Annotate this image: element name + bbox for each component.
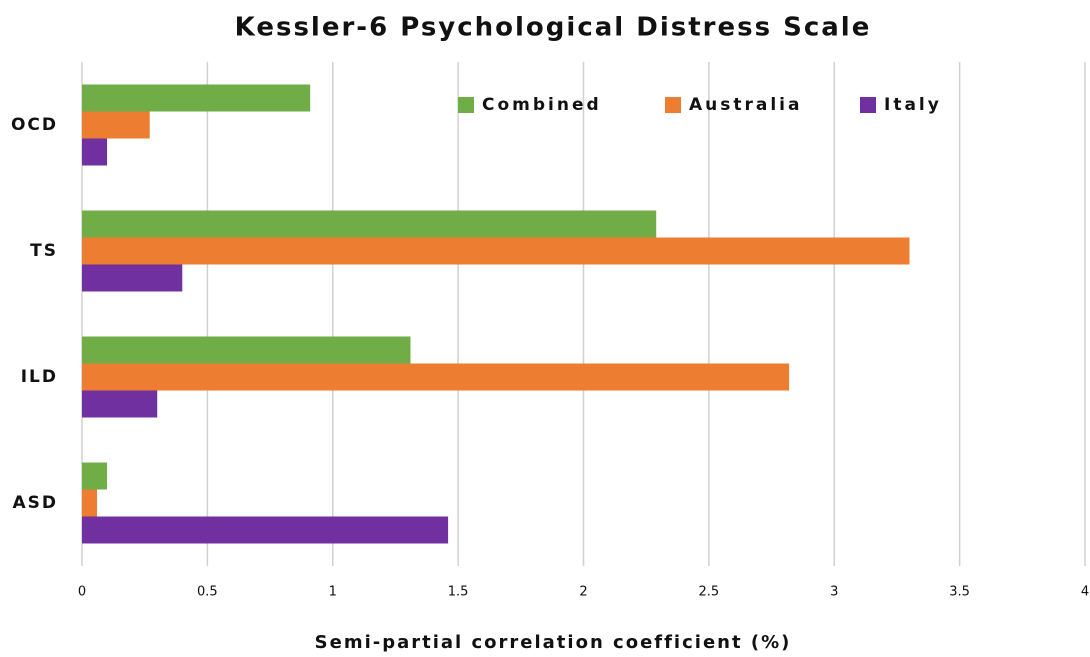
bar (82, 516, 449, 544)
x-tick-label: 0 (78, 585, 86, 600)
x-axis-title: Semi-partial correlation coefficient (%) (315, 632, 792, 653)
x-tick-label: 1.5 (448, 585, 469, 600)
bar (82, 237, 910, 265)
bar (82, 84, 311, 112)
bar (82, 264, 183, 292)
legend-swatch (665, 97, 681, 113)
legend-label: Australia (689, 95, 803, 115)
legend-label: Combined (482, 95, 602, 115)
bar (82, 489, 98, 517)
bar (82, 390, 158, 418)
chart-title: Kessler-6 Psychological Distress Scale (235, 13, 872, 43)
bar (82, 363, 790, 391)
x-tick-label: 3 (830, 585, 838, 600)
y-tick-label: OCD (11, 115, 58, 135)
y-tick-label: ASD (12, 493, 58, 513)
y-tick-label: TS (30, 241, 58, 261)
bar (82, 336, 411, 364)
legend-swatch (458, 97, 474, 113)
bar (82, 138, 108, 166)
y-tick-label: ILD (21, 367, 58, 387)
bar (82, 462, 108, 490)
x-tick-label: 2.5 (699, 585, 720, 600)
legend-swatch (860, 97, 876, 113)
x-tick-label: 2 (579, 585, 587, 600)
legend-label: Italy (884, 95, 942, 115)
bar (82, 111, 150, 139)
x-tick-label: 3.5 (949, 585, 970, 600)
bar (82, 210, 657, 238)
x-tick-label: 1 (329, 585, 337, 600)
x-tick-label: 0.5 (197, 585, 218, 600)
x-tick-label: 4 (1081, 585, 1089, 600)
